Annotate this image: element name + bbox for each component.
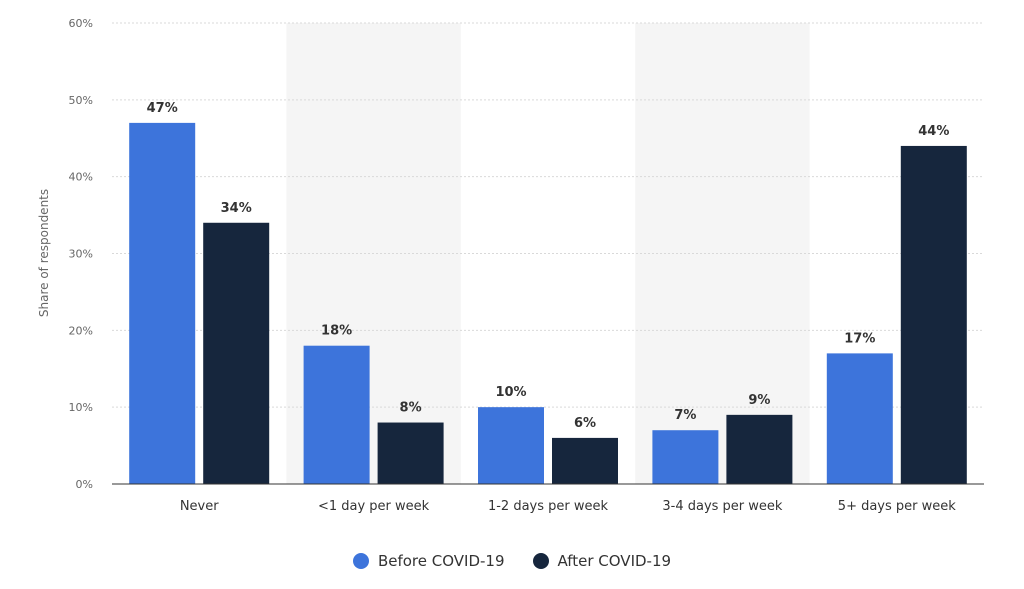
y-tick-label: 20% [69, 324, 93, 337]
legend-item-before[interactable]: Before COVID-19 [352, 552, 505, 570]
y-tick-label: 40% [69, 171, 93, 184]
bars [129, 122, 967, 484]
legend-label-before: Before COVID-19 [377, 552, 505, 570]
bar-after[interactable] [203, 222, 270, 484]
data-label: 9% [748, 393, 770, 408]
x-category-label: Never [180, 499, 219, 514]
bar-after[interactable] [552, 437, 618, 484]
y-tick-label: 60% [69, 17, 93, 30]
data-label: 18% [321, 324, 352, 339]
y-tick-label: 10% [69, 401, 93, 414]
data-label: 7% [674, 408, 696, 423]
data-label: 47% [147, 101, 178, 116]
legend-marker-after [532, 553, 549, 569]
bar-after[interactable] [377, 422, 444, 484]
bar-chart: 0% 10% 20% 30% 40% 50% 60% Share of respondent… [37, 17, 984, 514]
data-label: 17% [844, 331, 875, 346]
legend-label-after: After COVID-19 [557, 552, 672, 570]
bar-before[interactable] [129, 122, 196, 484]
y-axis-ticks: 0% 10% 20% 30% 40% 50% 60% [69, 17, 93, 491]
data-labels: 47% 18% 10% 7% 17% 34% 8% 6% 9% 44% [147, 101, 950, 431]
legend: Before COVID-19 After COVID-19 [0, 547, 1024, 575]
x-category-label: 1-2 days per week [488, 499, 609, 514]
y-tick-label: 30% [69, 248, 93, 261]
legend-item-after[interactable]: After COVID-19 [532, 552, 672, 570]
data-label: 44% [918, 124, 949, 139]
data-label: 10% [495, 385, 526, 400]
bar-before[interactable] [303, 345, 370, 484]
x-category-label: <1 day per week [318, 499, 430, 514]
y-axis-label: Share of respondents [37, 189, 51, 317]
data-label: 6% [574, 416, 596, 431]
data-label: 34% [221, 201, 252, 216]
y-tick-label: 0% [76, 478, 93, 491]
data-label: 8% [400, 401, 422, 416]
bar-after[interactable] [726, 414, 793, 484]
bar-before[interactable] [826, 353, 893, 484]
legend-marker-before [352, 553, 369, 569]
x-axis-categories: Never <1 day per week 1-2 days per week 3-4… [180, 499, 956, 514]
bar-after[interactable] [900, 145, 967, 484]
x-category-label: 5+ days per week [838, 499, 956, 514]
y-tick-label: 50% [69, 94, 93, 107]
bar-before[interactable] [652, 430, 719, 484]
bar-before[interactable] [478, 407, 544, 484]
x-category-label: 3-4 days per week [662, 499, 783, 514]
